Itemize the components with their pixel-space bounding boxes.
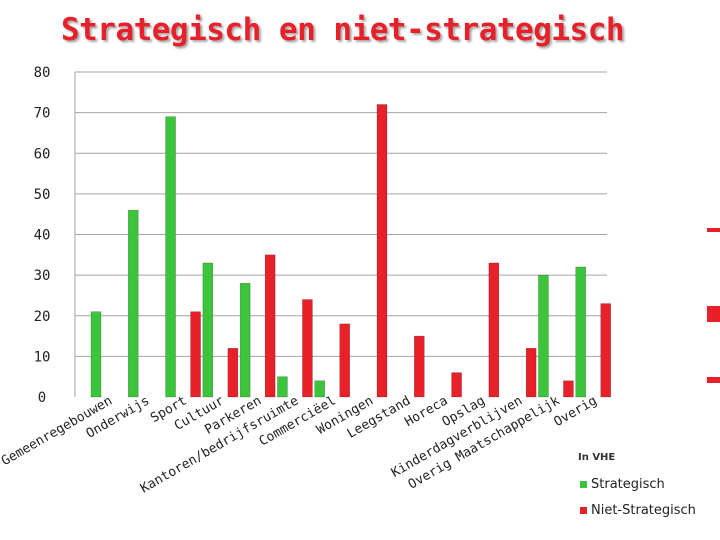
y-tick-label: 30: [34, 268, 51, 284]
y-tick-label: 50: [34, 187, 51, 203]
bar-niet-strategisch: [600, 303, 611, 398]
y-tick-label: 80: [34, 65, 51, 81]
legend-swatch-niet-strategisch: [580, 507, 587, 514]
bar-strategisch: [538, 274, 549, 398]
y-tick-label: 40: [34, 228, 51, 244]
decor-bar-1: [707, 228, 720, 232]
bar-niet-strategisch: [264, 254, 276, 398]
bar-strategisch: [314, 380, 325, 398]
bar-strategisch: [575, 266, 586, 398]
legend-item-strategisch: Strategisch: [580, 477, 665, 492]
bar-strategisch: [202, 262, 214, 398]
bar-strategisch: [90, 311, 102, 398]
y-tick-label: 0: [38, 390, 46, 406]
bar-strategisch: [165, 116, 176, 398]
decor-bar-3: [707, 377, 720, 383]
y-tick-label: 20: [34, 309, 51, 325]
legend-label-strategisch: Strategisch: [591, 477, 665, 492]
bar-niet-strategisch: [488, 262, 500, 398]
unit-note: In VHE: [578, 452, 616, 463]
decor-bar-2: [707, 306, 720, 322]
bar-niet-strategisch: [376, 104, 388, 398]
chart-title: Strategisch en niet-strategisch: [60, 12, 625, 48]
bar-strategisch: [128, 209, 139, 398]
bar-niet-strategisch: [190, 311, 201, 398]
bar-niet-strategisch: [525, 348, 537, 398]
bar-strategisch: [277, 376, 288, 398]
bar-niet-strategisch: [339, 323, 350, 398]
bar-niet-strategisch: [414, 335, 425, 398]
y-tick-label: 10: [34, 349, 51, 365]
legend-swatch-strategisch: [580, 481, 587, 488]
bar-niet-strategisch: [563, 380, 574, 398]
bar-niet-strategisch: [302, 299, 313, 398]
legend-label-niet-strategisch: Niet-Strategisch: [591, 503, 696, 518]
legend-item-niet-strategisch: Niet-Strategisch: [580, 503, 696, 518]
x-tick-label: Overig: [552, 393, 600, 429]
bar-niet-strategisch: [451, 372, 462, 398]
y-tick-label: 60: [34, 146, 51, 162]
bar-niet-strategisch: [227, 348, 239, 398]
bar-strategisch: [239, 283, 251, 398]
y-tick-label: 70: [34, 106, 51, 122]
